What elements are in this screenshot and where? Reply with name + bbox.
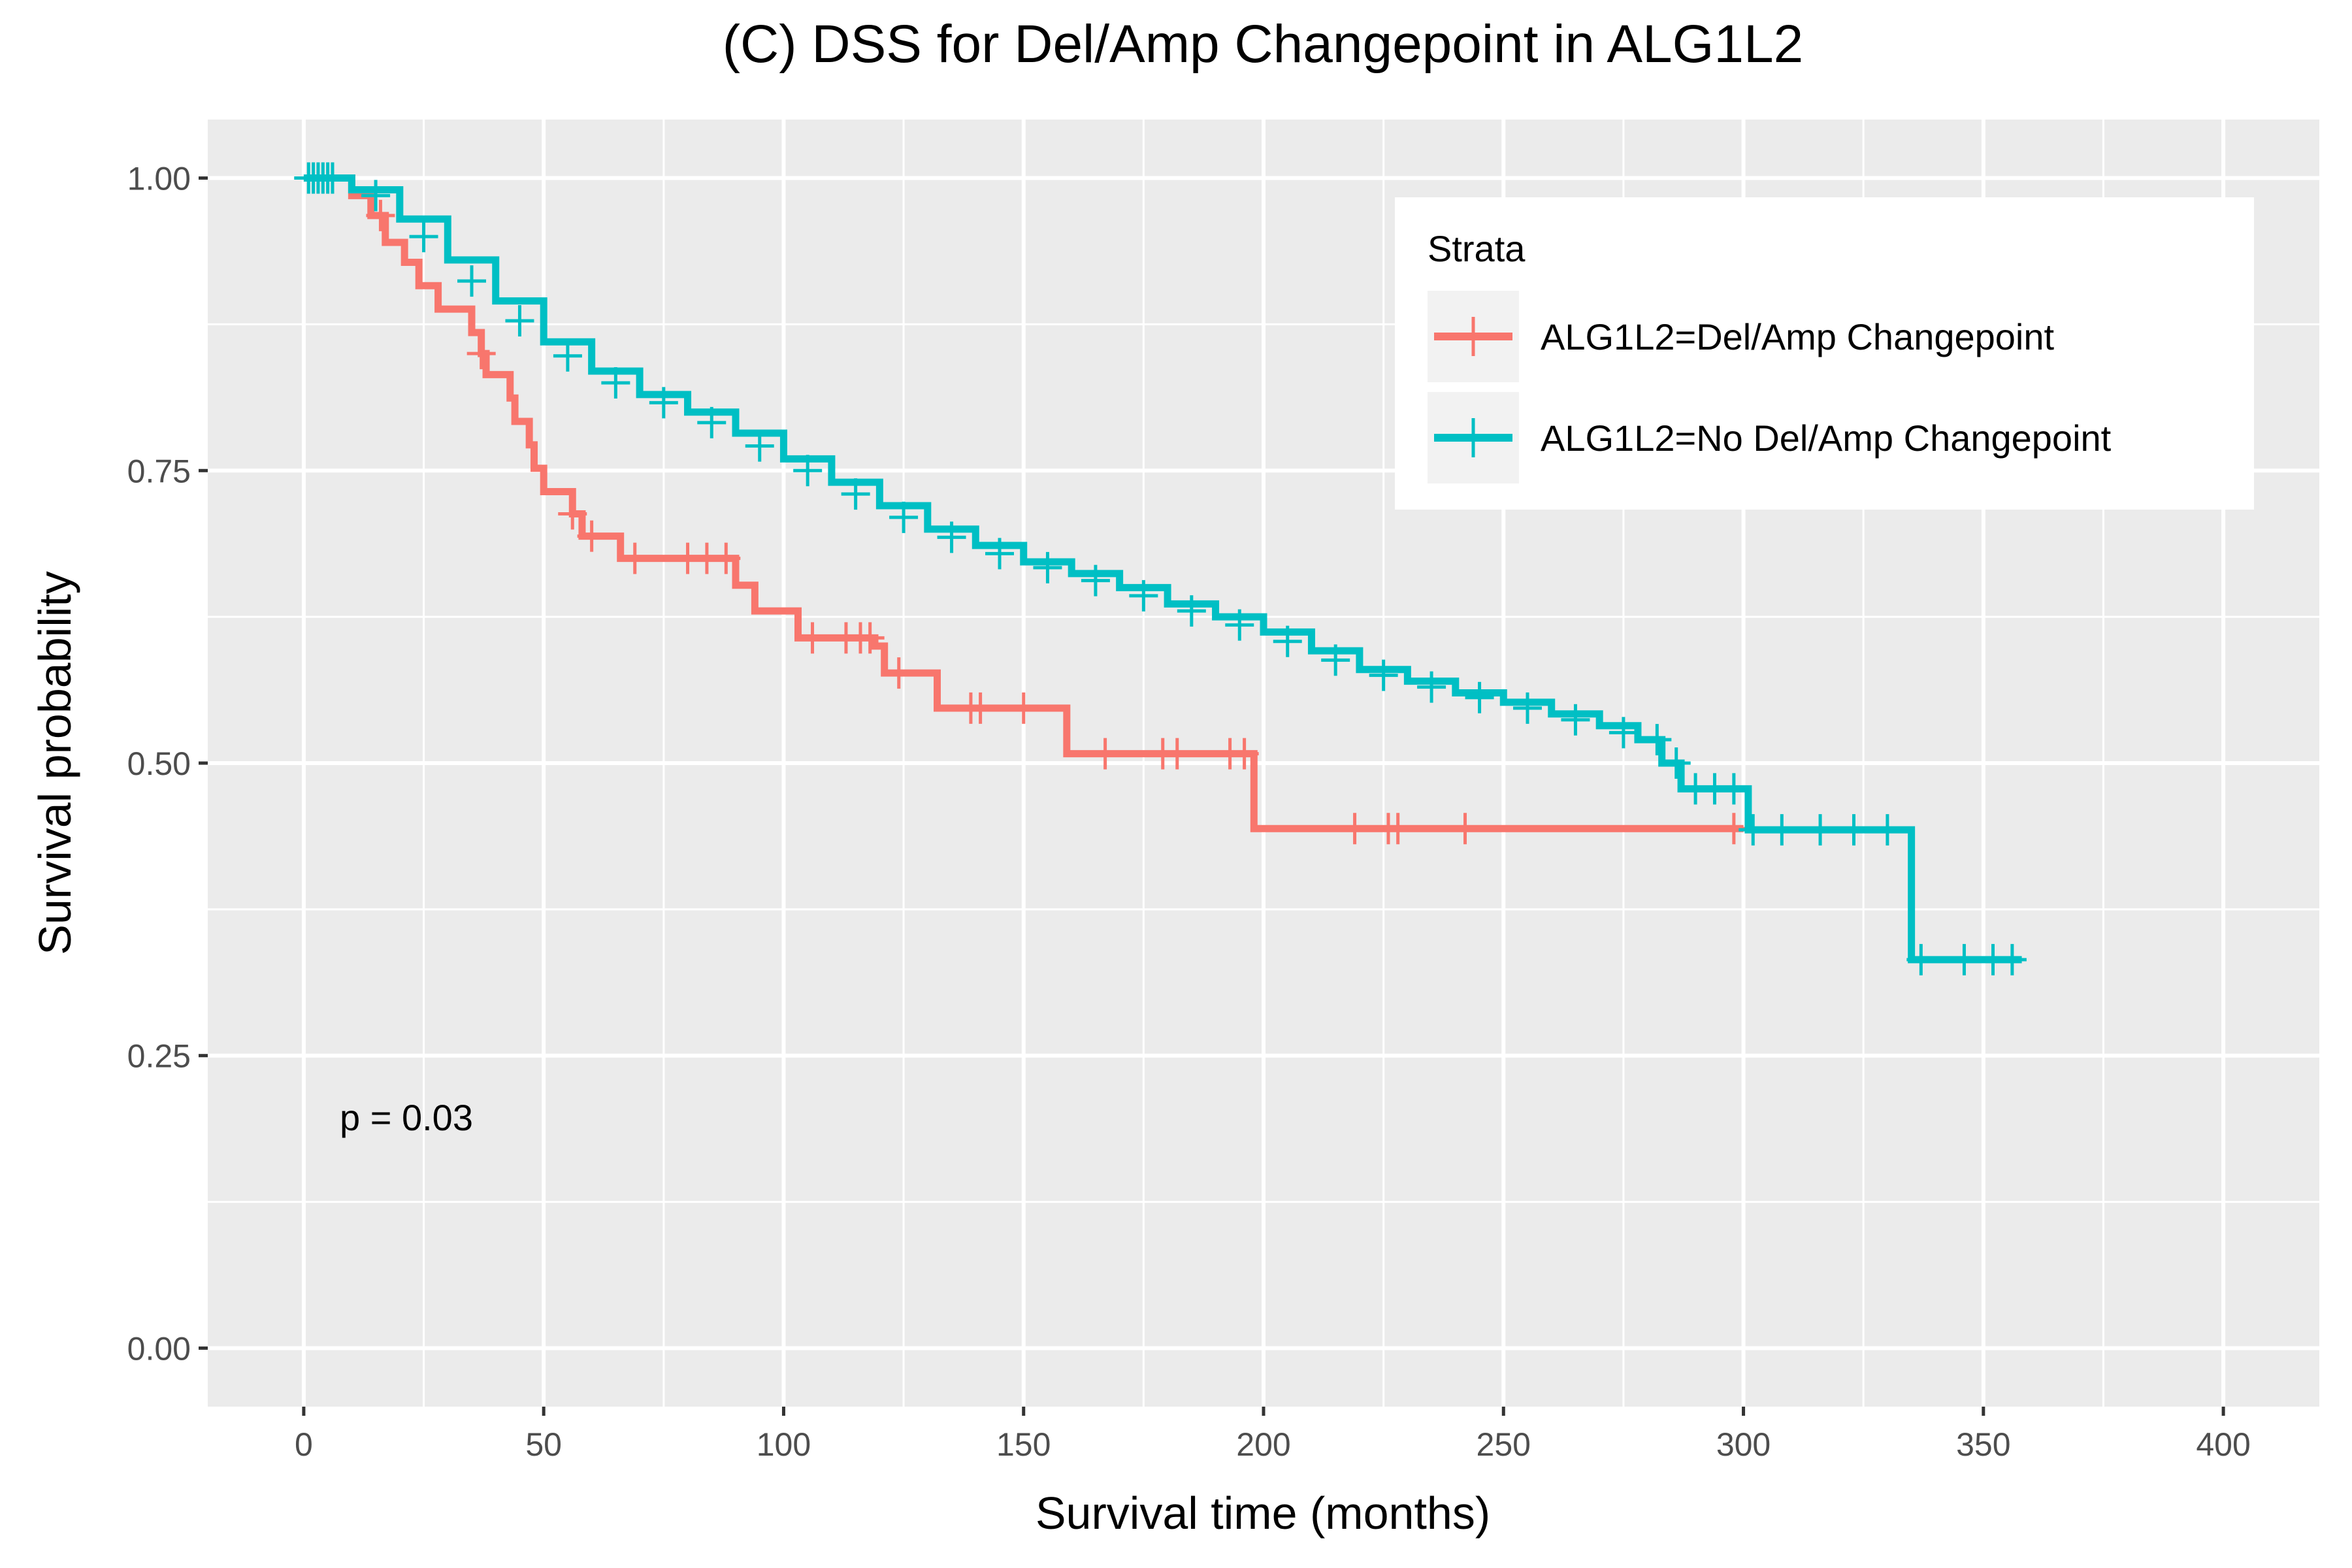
x-tick-label: 50 — [525, 1426, 562, 1463]
x-axis: 0 50 100 150 200 250 300 350 400 — [295, 1407, 2251, 1463]
x-tick-label: 0 — [295, 1426, 313, 1463]
x-tick-label: 250 — [1477, 1426, 1531, 1463]
y-tick-label: 0.75 — [127, 453, 191, 489]
y-tick-label: 1.00 — [127, 161, 191, 197]
legend: Strata ALG1L2=Del/Amp Changepoint ALG1L2… — [1395, 197, 2254, 510]
x-tick-label: 150 — [996, 1426, 1051, 1463]
x-tick-label: 300 — [1716, 1426, 1771, 1463]
p-value-annotation: p = 0.03 — [340, 1097, 473, 1138]
series-2 — [294, 162, 2027, 975]
y-tick-label: 0.00 — [127, 1330, 191, 1367]
x-tick-label: 400 — [2196, 1426, 2250, 1463]
legend-label-no-del-amp: ALG1L2=No Del/Amp Changepoint — [1541, 417, 2112, 459]
legend-box — [1395, 197, 2254, 510]
chart-title: (C) DSS for Del/Amp Changepoint in ALG1L… — [723, 14, 1804, 74]
legend-label-del-amp: ALG1L2=Del/Amp Changepoint — [1541, 316, 2055, 357]
series-layer — [294, 162, 2027, 975]
x-axis-label: Survival time (months) — [1036, 1488, 1490, 1539]
legend-title: Strata — [1428, 228, 1526, 269]
series-1 — [303, 174, 1748, 845]
y-axis: 0.00 0.25 0.50 0.75 1.00 — [127, 161, 208, 1367]
x-tick-label: 100 — [757, 1426, 811, 1463]
y-axis-label: Survival probability — [29, 571, 80, 955]
x-tick-label: 200 — [1236, 1426, 1290, 1463]
y-tick-label: 0.25 — [127, 1038, 191, 1075]
y-tick-label: 0.50 — [127, 745, 191, 782]
x-tick-label: 350 — [1956, 1426, 2010, 1463]
survival-curve-1 — [303, 174, 1744, 832]
